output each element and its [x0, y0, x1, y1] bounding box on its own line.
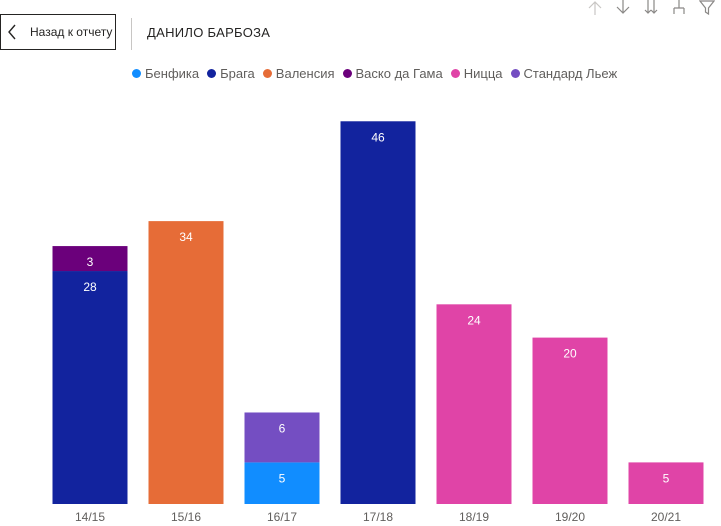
bar-segment[interactable]	[628, 462, 704, 504]
bar-segment[interactable]	[532, 337, 608, 504]
back-to-report-button[interactable]: Назад к отчету	[0, 14, 116, 50]
expand-hierarchy-icon[interactable]	[665, 0, 693, 18]
page-title: ДАНИЛО БАРБОЗА	[147, 25, 271, 40]
legend-item[interactable]: Брага	[207, 66, 255, 81]
bar-segment[interactable]	[436, 304, 512, 504]
arrow-up-icon[interactable]	[581, 0, 609, 18]
x-tick-label: 15/16	[171, 510, 201, 524]
bar-segment[interactable]	[148, 221, 224, 504]
data-label: 46	[371, 130, 385, 144]
legend-dot	[207, 68, 217, 78]
bar-segment[interactable]	[244, 462, 320, 504]
legend-label: Васко да Гама	[355, 65, 443, 81]
chart-legend: Бенфика Брага Валенсия Васко да Гама Ниц…	[132, 65, 625, 81]
data-label: 34	[179, 230, 193, 244]
x-tick-label: 16/17	[267, 510, 297, 524]
x-tick-label: 18/19	[459, 510, 489, 524]
data-label: 3	[87, 255, 94, 269]
legend-dot	[132, 68, 141, 78]
header-divider	[131, 18, 132, 50]
data-label: 20	[563, 347, 577, 361]
bar-segment[interactable]	[244, 412, 320, 463]
legend-label: Стандард Льеж	[523, 65, 618, 81]
bar-segment[interactable]	[340, 121, 416, 504]
legend-dot	[342, 68, 352, 78]
bar-segment[interactable]	[52, 246, 128, 272]
legend-label: Ницца	[463, 65, 503, 81]
visual-toolbar	[581, 0, 721, 18]
bar-segment[interactable]	[52, 271, 128, 504]
legend-item[interactable]: Бенфика	[132, 66, 199, 81]
legend-item[interactable]: Васко да Гама	[342, 65, 443, 81]
chevron-left-icon	[1, 14, 23, 50]
data-label: 28	[83, 280, 97, 294]
x-tick-label: 19/20	[555, 510, 585, 524]
arrow-down-icon[interactable]	[609, 0, 637, 18]
legend-item[interactable]: Ницца	[450, 65, 503, 81]
legend-dot	[510, 68, 520, 78]
data-label: 6	[279, 421, 286, 435]
legend-label: Валенсия	[275, 65, 335, 81]
data-label: 5	[663, 471, 670, 485]
legend-label: Брага	[220, 65, 255, 81]
back-button-label: Назад к отчету	[30, 25, 113, 39]
filter-icon[interactable]	[693, 0, 721, 18]
double-arrow-down-icon[interactable]	[637, 0, 665, 18]
legend-dot	[450, 68, 460, 78]
legend-item[interactable]: Стандард Льеж	[510, 65, 618, 81]
legend-dot	[262, 68, 272, 78]
x-tick-label: 20/21	[651, 510, 681, 524]
x-tick-label: 17/18	[363, 510, 393, 524]
legend-label: Бенфика	[145, 65, 200, 81]
x-tick-label: 14/15	[75, 510, 105, 524]
data-label: 5	[279, 471, 286, 485]
data-label: 24	[467, 313, 481, 327]
legend-item[interactable]: Валенсия	[262, 65, 335, 81]
